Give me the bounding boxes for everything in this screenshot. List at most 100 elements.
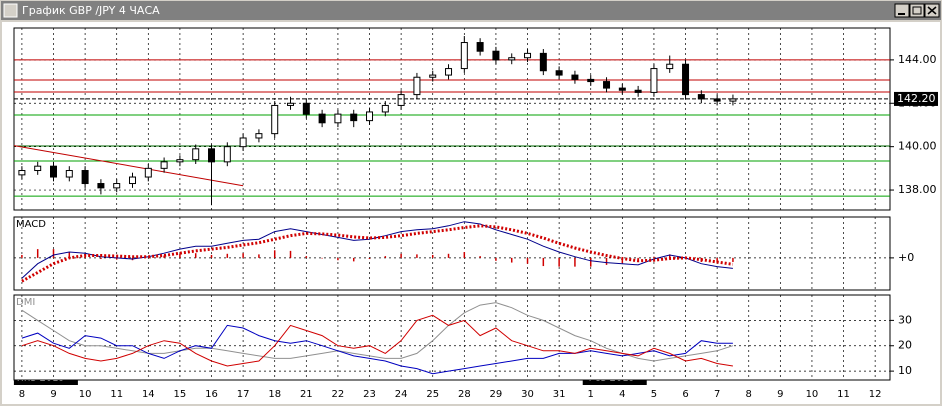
signal-line (21, 224, 734, 283)
candle-body (302, 102, 310, 115)
candle-body (18, 170, 26, 176)
x-tick-label: 25 (426, 389, 439, 400)
panel-frame (13, 294, 891, 381)
window-title: График GBP /JPY 4 ЧАСА (22, 4, 160, 17)
window-buttons (894, 3, 940, 18)
candle-body (603, 81, 611, 89)
y-tick-label: 138.00 (898, 183, 937, 196)
candle-body (255, 133, 263, 139)
x-tick-label: 11 (837, 389, 850, 400)
trendline (13, 145, 244, 187)
candle-body (81, 170, 89, 185)
dmi-line (21, 314, 733, 367)
candle-body (192, 148, 200, 161)
y-tick-label: 20 (898, 339, 912, 352)
candle-body (97, 183, 105, 189)
x-tick-label: 28 (458, 389, 471, 400)
candle-body (318, 113, 326, 124)
candle-body (571, 74, 579, 80)
y-tick-label: 30 (898, 313, 912, 326)
last-price-box (894, 91, 938, 106)
title-bar (1, 1, 941, 20)
maximize-icon (912, 6, 922, 15)
candle-body (160, 161, 168, 169)
candle-body (539, 52, 547, 72)
candle-body (287, 102, 295, 106)
panel-frame (13, 27, 891, 211)
x-tick-label: 8 (19, 389, 25, 400)
x-tick-label: 9 (50, 389, 56, 400)
last-price-label: 142.20 (897, 92, 936, 105)
candle-body (682, 63, 690, 96)
x-tick-label: 24 (395, 389, 408, 400)
y-tick-label: 10 (898, 364, 912, 377)
candle-body (366, 111, 374, 122)
x-tick-label: 17 (237, 389, 250, 400)
candle-body (729, 98, 737, 102)
close-icon (927, 6, 937, 15)
candle-body (460, 42, 468, 70)
x-tick-label: 9 (777, 389, 783, 400)
x-tick-label: 23 (363, 389, 376, 400)
candle-body (334, 113, 342, 124)
x-tick-label: 22 (332, 389, 345, 400)
candle-body (492, 50, 500, 61)
x-tick-label: 21 (300, 389, 313, 400)
candle-body (144, 167, 152, 178)
candle-body (476, 42, 484, 52)
x-tick-label: 31 (553, 389, 566, 400)
x-tick-label: 29 (490, 389, 503, 400)
candle-body (129, 176, 137, 185)
candle-body (65, 170, 73, 178)
x-tick-label: 12 (869, 389, 882, 400)
x-tick-label: 10 (79, 389, 92, 400)
candle-body (381, 104, 389, 113)
panel-title: MACD (16, 219, 46, 230)
candle-body (34, 165, 42, 172)
x-tick-label: 6 (682, 389, 688, 400)
candle-body (50, 165, 58, 178)
window-icon (3, 3, 18, 18)
candle-body (697, 94, 705, 100)
x-tick-label: 5 (651, 389, 657, 400)
candle-body (634, 89, 642, 93)
candle-body (555, 70, 563, 76)
candle-body (666, 63, 674, 70)
candle-body (350, 113, 358, 122)
candle-body (524, 52, 532, 59)
x-tick-label: 10 (806, 389, 819, 400)
candle-body (508, 57, 516, 61)
candle-body (587, 78, 595, 83)
candle-body (113, 183, 121, 189)
maximize-button[interactable] (909, 3, 925, 18)
candle-body (208, 148, 216, 163)
x-tick-label: 14 (142, 389, 155, 400)
candle-body (239, 137, 247, 148)
candle-body (271, 104, 279, 135)
candle-body (618, 87, 626, 91)
x-tick-label: 11 (110, 389, 123, 400)
candle-body (650, 68, 658, 93)
x-tick-label: 16 (205, 389, 218, 400)
x-tick-label: 15 (174, 389, 187, 400)
x-tick-label: 18 (268, 389, 281, 400)
x-tick-label: 7 (714, 389, 720, 400)
y-tick-label: +0 (898, 251, 914, 264)
panel-frame (13, 216, 891, 291)
x-tick-label: 1 (588, 389, 594, 400)
candle-body (429, 74, 437, 78)
y-tick-label: 144.00 (898, 53, 937, 66)
x-tick-label: 30 (521, 389, 534, 400)
candle-body (413, 76, 421, 96)
panel-title: DMI (16, 297, 35, 308)
candle-body (445, 68, 453, 76)
candle-body (176, 159, 184, 163)
candle-body (397, 94, 405, 106)
x-tick-label: 8 (746, 389, 752, 400)
dmi-line (21, 302, 734, 362)
y-tick-label: 140.00 (898, 140, 937, 153)
minimize-button[interactable] (894, 3, 910, 18)
x-tick-label: 4 (619, 389, 625, 400)
candle-body (223, 146, 231, 163)
